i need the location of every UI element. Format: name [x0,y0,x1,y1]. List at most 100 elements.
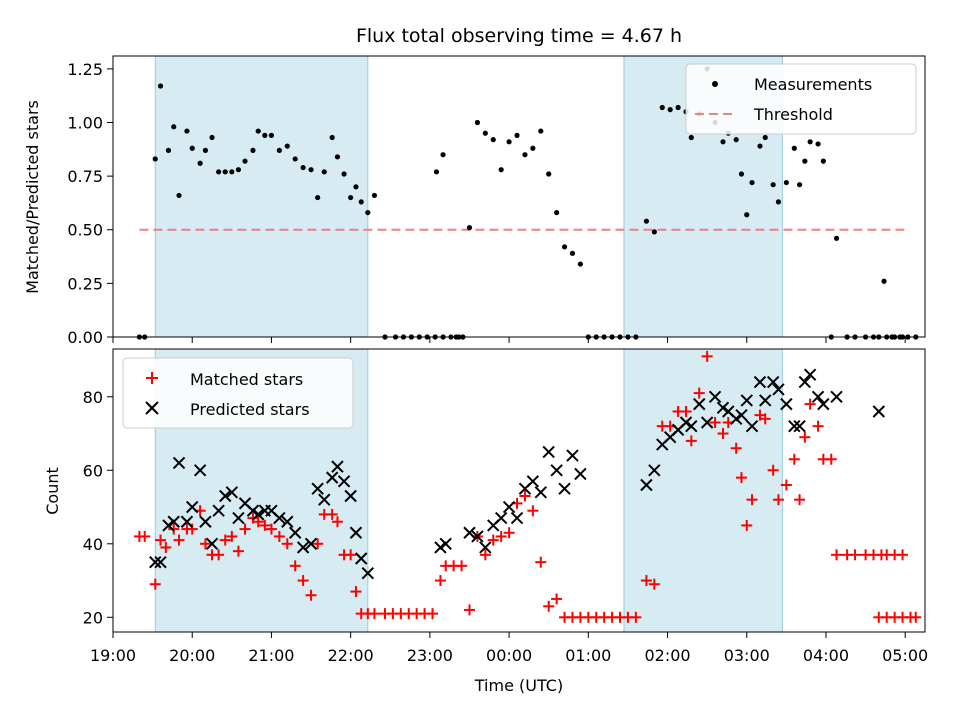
predicted-star-point [471,530,484,543]
predicted-star-point [281,515,294,528]
matched-star-point [825,453,837,465]
predicted-star-point [648,464,661,477]
matched-star-point [289,560,301,572]
measurement-point [242,158,248,164]
predicted-star-point [811,390,825,403]
matched-star-point [434,575,446,587]
matched-star-point [173,534,185,546]
legend-matched-marker [146,372,158,384]
predicted-star-point [252,508,265,521]
matched-star-point [456,560,468,572]
x-tick-label: 22:00 [328,646,374,665]
measurement-point [433,169,440,175]
matched-star-point [693,387,705,399]
measurement-point [197,160,203,166]
matched-star-point [213,549,225,561]
measurement-point [334,154,341,160]
predicted-star-point [225,486,239,499]
measurement-point [796,182,803,188]
measurement-point [514,132,520,138]
matched-star-point [139,530,151,542]
matched-star-point [535,556,547,568]
measurement-point [530,145,536,151]
predicted-star-point [740,394,753,407]
matched-star-point [741,519,753,531]
predicted-star-point [745,419,759,433]
measurement-point [738,171,745,177]
legend-measurements-label: Measurements [754,75,872,94]
measurement-point [538,128,544,134]
bottom-x-ticks: 19:00 20:00 21:00 22:00 23:00 00:00 01:00 02:00… [90,632,928,665]
predicted-star-point [205,537,219,550]
legend-matched-label: Matched stars [190,370,303,389]
y-tick-label: 20 [83,608,103,627]
predicted-star-point [798,375,812,389]
measurement-point [255,128,261,134]
measurement-point [222,169,228,175]
predicted-star-point [574,467,587,481]
predicted-star-point [232,511,245,525]
bottom-y-ticks: 20 40 60 80 [83,388,113,627]
x-axis-label: Time (UTC) [474,676,563,695]
measurement-point [807,139,813,145]
measurement-point [209,134,215,141]
predicted-star-point [434,541,447,554]
predicted-star-point [193,464,207,477]
chart-title: Flux total observing time = 4.67 h [356,25,682,47]
x-tick-label: 02:00 [644,646,690,665]
predicted-star-point [162,519,175,532]
measurement-point [554,209,560,216]
predicted-star-point [558,482,571,495]
predicted-star-point [180,515,194,528]
matched-star-point [701,350,713,362]
matched-star-point [630,611,642,623]
y-tick-label: 40 [83,535,103,554]
y-tick-label: 1.00 [67,113,103,132]
predicted-star-point [753,375,767,389]
matched-star-point [680,405,692,417]
x-tick-label: 03:00 [724,646,770,665]
x-tick-label: 04:00 [803,646,849,665]
measurement-point [802,158,808,164]
predicted-star-point [872,405,885,418]
bottom-legend-box [122,357,354,429]
measurement-point [490,137,496,143]
predicted-star-point [219,489,232,503]
matched-star-point [160,541,172,553]
measurement-point [833,235,840,241]
y-tick-label: 1.25 [67,60,103,79]
matched-star-point [519,490,531,502]
y-tick-label: 0.75 [67,167,103,186]
predicted-star-point [542,445,555,459]
measurement-point [733,137,739,143]
matched-star-point [168,523,180,535]
predicted-star-point [318,493,331,506]
matched-star-point [305,589,317,601]
panel-top: 0.00 0.25 0.50 0.75 1.00 1.25 Matched/Predict… [23,55,926,347]
predicted-star-point [337,475,351,488]
measurement-point [371,192,378,199]
matched-star-point [849,549,861,561]
measurement-point [300,164,306,171]
x-tick-label: 23:00 [407,646,453,665]
y-tick-label: 0.00 [67,328,103,347]
measurement-point [643,218,650,224]
shaded-region [154,55,369,338]
matched-star-point [543,600,555,612]
measurement-point [720,139,726,145]
measurement-point [775,199,782,205]
predicted-star-point [534,486,547,499]
measurement-point [284,143,290,149]
top-axes-frame [112,55,926,338]
matched-star-point [759,413,771,425]
matched-star-point [232,545,244,557]
matched-star-point [780,479,792,491]
measurement-point [757,143,763,149]
matched-star-point [527,505,539,517]
measurement-point [229,169,235,175]
measurement-point [329,134,335,141]
matched-star-point [479,549,491,561]
y-tick-label: 0.50 [67,221,103,240]
matched-star-point [804,398,816,410]
predicted-star-point [463,526,476,539]
